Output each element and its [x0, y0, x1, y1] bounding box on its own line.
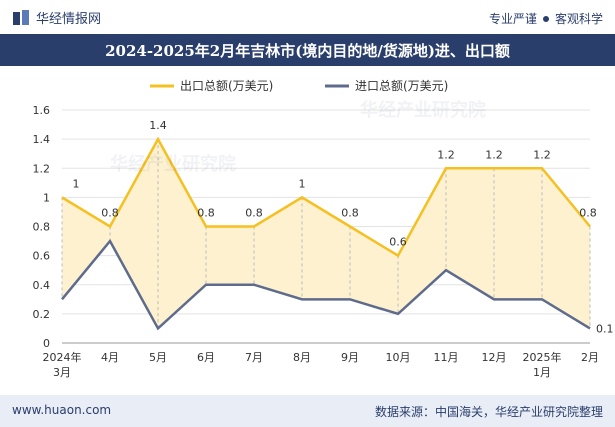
y-tick-label: 1.2: [33, 162, 51, 175]
x-tick-label: 11月: [434, 351, 459, 364]
x-tick-label-line: 7月: [245, 351, 263, 364]
footer: www.huaon.com 数据来源：中国海关，华经产业研究院整理: [0, 395, 615, 427]
x-tick-label-line: 1月: [533, 366, 551, 379]
tagline: 专业严谨 客观科学: [489, 10, 603, 27]
data-label: 1.4: [149, 119, 167, 132]
x-tick-label-line: 8月: [293, 351, 311, 364]
data-label: 1: [73, 177, 80, 190]
x-tick-label: 9月: [341, 351, 359, 364]
y-tick-label: 0: [43, 337, 50, 350]
y-tick-label: 0.8: [33, 221, 51, 234]
data-label: 1.2: [485, 148, 503, 161]
x-tick-label-line: 2024年: [43, 350, 82, 364]
x-tick-label: 10月: [386, 351, 411, 364]
x-tick-label-line: 9月: [341, 351, 359, 364]
x-tick-label-line: 12月: [482, 351, 507, 364]
export-series-line: [61, 136, 591, 258]
data-label: 0.6: [389, 236, 407, 249]
x-tick-label: 6月: [197, 351, 215, 364]
data-label: 0.8: [101, 207, 119, 220]
tagline-right: 客观科学: [554, 12, 603, 26]
x-tick-label-line: 5月: [149, 351, 167, 364]
x-tick-label: 7月: [245, 351, 263, 364]
import-series-line: [61, 238, 591, 331]
x-tick-label-line: 3月: [53, 366, 71, 379]
chart-title: 2024-2025年2月年吉林市(境内目的地/货源地)进、出口额: [0, 34, 615, 66]
data-label: 0.8: [245, 207, 263, 220]
website-link[interactable]: www.huaon.com: [12, 403, 112, 417]
data-label: 0.8: [197, 207, 215, 220]
brand-name: 华经情报网: [36, 12, 102, 27]
data-source: 数据来源：中国海关，华经产业研究院整理: [374, 405, 603, 419]
data-label: 0.8: [579, 207, 597, 220]
x-tick-label: 12月: [482, 351, 507, 364]
range-fill: [62, 139, 590, 329]
legend-label: 出口总额(万美元): [180, 79, 273, 93]
top-bar: 华经情报网 专业严谨 客观科学: [0, 0, 615, 34]
y-tick-label: 1.6: [33, 104, 51, 117]
x-tick-label-line: 4月: [101, 351, 119, 364]
x-tick-label-line: 6月: [197, 351, 215, 364]
data-label: 1.2: [437, 148, 455, 161]
y-tick-label: 1: [43, 191, 50, 204]
x-tick-label: 8月: [293, 351, 311, 364]
brand[interactable]: 华经情报网: [12, 8, 101, 27]
y-tick-label: 0.4: [33, 279, 51, 292]
data-label: 0.8: [341, 207, 359, 220]
tagline-left: 专业严谨: [488, 12, 537, 26]
separator-dot-icon: [542, 15, 549, 22]
brand-logo-icon: [13, 9, 29, 25]
data-label: 0.1: [596, 322, 614, 335]
x-tick-label-line: 10月: [386, 351, 411, 364]
data-label: 1: [299, 177, 306, 190]
x-tick-label-line: 11月: [434, 351, 459, 364]
x-tick-label-line: 2025年: [523, 350, 562, 364]
x-tick-label: 4月: [101, 351, 119, 364]
line-chart: 出口总额(万美元) 进口总额(万美元) 0 0.2 0.4 0.6 0.8 1 1.2 1.4 1.…: [33, 79, 614, 379]
x-tick-label: 2月: [581, 351, 599, 364]
x-tick-label-line: 2月: [581, 351, 599, 364]
x-tick-label: 2024年 3月: [43, 350, 82, 379]
x-tick-label: 2025年 1月: [523, 350, 562, 379]
data-label: 1.2: [533, 148, 551, 161]
y-tick-label: 0.2: [33, 308, 51, 321]
y-tick-label: 0.6: [33, 250, 51, 263]
legend-label: 进口总额(万美元): [355, 79, 448, 93]
x-tick-label: 5月: [149, 351, 167, 364]
y-tick-label: 1.4: [33, 133, 51, 146]
